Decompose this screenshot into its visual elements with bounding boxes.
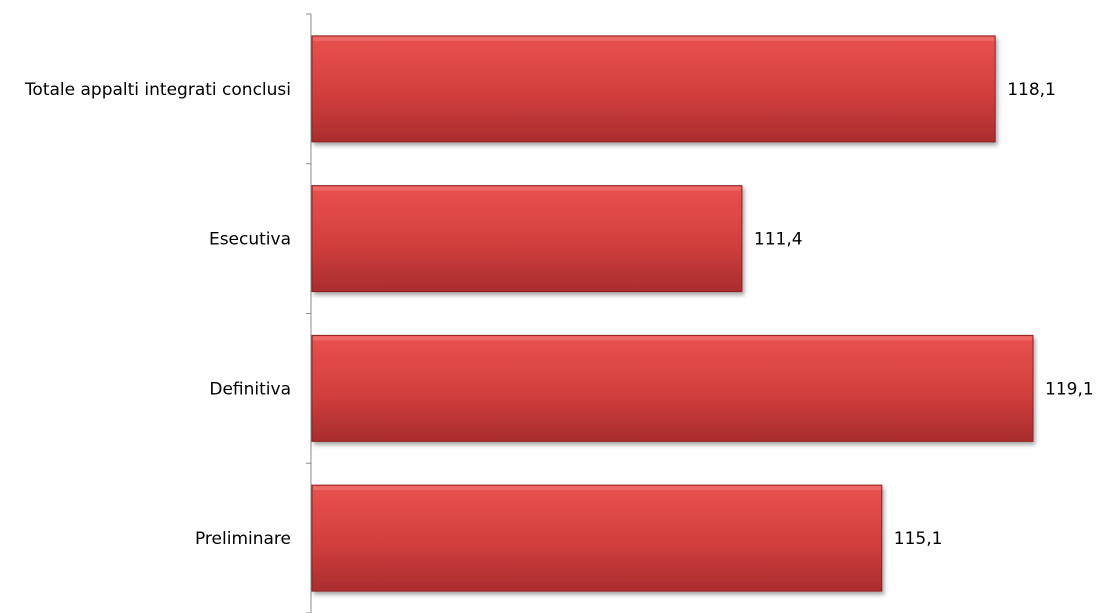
value-label: 115,1 <box>894 529 943 549</box>
labels-layer: Totale appalti integrati conclusi 118,1 Es… <box>24 80 1094 549</box>
bar-highlight <box>313 36 995 41</box>
category-label: Totale appalti integrati conclusi <box>24 80 291 100</box>
bar-highlight <box>313 486 881 491</box>
bar <box>311 334 1034 442</box>
category-label: Definitiva <box>209 379 291 399</box>
value-label: 118,1 <box>1007 80 1056 100</box>
bar <box>311 185 743 293</box>
category-label: Esecutiva <box>209 230 291 250</box>
bar <box>311 484 883 592</box>
category-label: Preliminare <box>195 529 291 549</box>
bar-highlight <box>313 336 1032 341</box>
value-label: 119,1 <box>1045 379 1094 399</box>
bar <box>311 35 996 143</box>
axis-layer <box>306 13 312 613</box>
bar-highlight <box>313 186 741 191</box>
value-label: 111,4 <box>754 230 803 250</box>
bars-layer <box>311 35 1034 592</box>
